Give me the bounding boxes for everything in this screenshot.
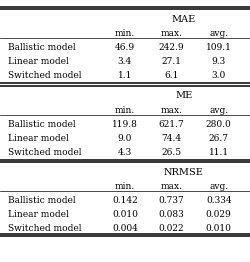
- Text: 280.0: 280.0: [206, 120, 232, 129]
- Text: NRMSE: NRMSE: [164, 168, 204, 177]
- Text: max.: max.: [160, 182, 182, 191]
- Text: 74.4: 74.4: [161, 134, 181, 143]
- Text: Linear model: Linear model: [8, 134, 68, 143]
- Text: Switched model: Switched model: [8, 72, 81, 80]
- Text: 46.9: 46.9: [115, 43, 135, 52]
- Text: ME: ME: [175, 91, 192, 100]
- Text: 6.1: 6.1: [164, 72, 178, 80]
- Text: 109.1: 109.1: [206, 43, 232, 52]
- Text: Ballistic model: Ballistic model: [8, 120, 75, 129]
- Text: 0.022: 0.022: [158, 225, 184, 233]
- Text: 26.7: 26.7: [209, 134, 229, 143]
- Text: avg.: avg.: [209, 106, 228, 114]
- Text: 11.1: 11.1: [209, 148, 229, 157]
- Text: 3.0: 3.0: [212, 72, 226, 80]
- Text: 4.3: 4.3: [118, 148, 132, 157]
- Text: 621.7: 621.7: [158, 120, 184, 129]
- Text: 0.010: 0.010: [112, 210, 138, 219]
- Text: Ballistic model: Ballistic model: [8, 196, 75, 205]
- Text: Ballistic model: Ballistic model: [8, 43, 75, 52]
- Text: 0.737: 0.737: [158, 196, 184, 205]
- Text: 0.083: 0.083: [158, 210, 184, 219]
- Text: min.: min.: [115, 106, 135, 114]
- Text: max.: max.: [160, 29, 182, 38]
- Text: 9.0: 9.0: [118, 134, 132, 143]
- Text: Linear model: Linear model: [8, 57, 68, 66]
- Text: 119.8: 119.8: [112, 120, 138, 129]
- Text: 9.3: 9.3: [212, 57, 226, 66]
- Text: 0.010: 0.010: [206, 225, 232, 233]
- Text: 1.1: 1.1: [118, 72, 132, 80]
- Text: Switched model: Switched model: [8, 225, 81, 233]
- Text: Linear model: Linear model: [8, 210, 68, 219]
- Text: avg.: avg.: [209, 29, 228, 38]
- Text: 0.142: 0.142: [112, 196, 138, 205]
- Text: avg.: avg.: [209, 182, 228, 191]
- Text: Switched model: Switched model: [8, 148, 81, 157]
- Text: min.: min.: [115, 182, 135, 191]
- Text: min.: min.: [115, 29, 135, 38]
- Text: MAE: MAE: [172, 15, 196, 24]
- Text: max.: max.: [160, 106, 182, 114]
- Text: 242.9: 242.9: [158, 43, 184, 52]
- Text: 26.5: 26.5: [161, 148, 181, 157]
- Text: 0.004: 0.004: [112, 225, 138, 233]
- Text: 27.1: 27.1: [161, 57, 181, 66]
- Text: 0.334: 0.334: [206, 196, 232, 205]
- Text: 0.029: 0.029: [206, 210, 232, 219]
- Text: 3.4: 3.4: [118, 57, 132, 66]
